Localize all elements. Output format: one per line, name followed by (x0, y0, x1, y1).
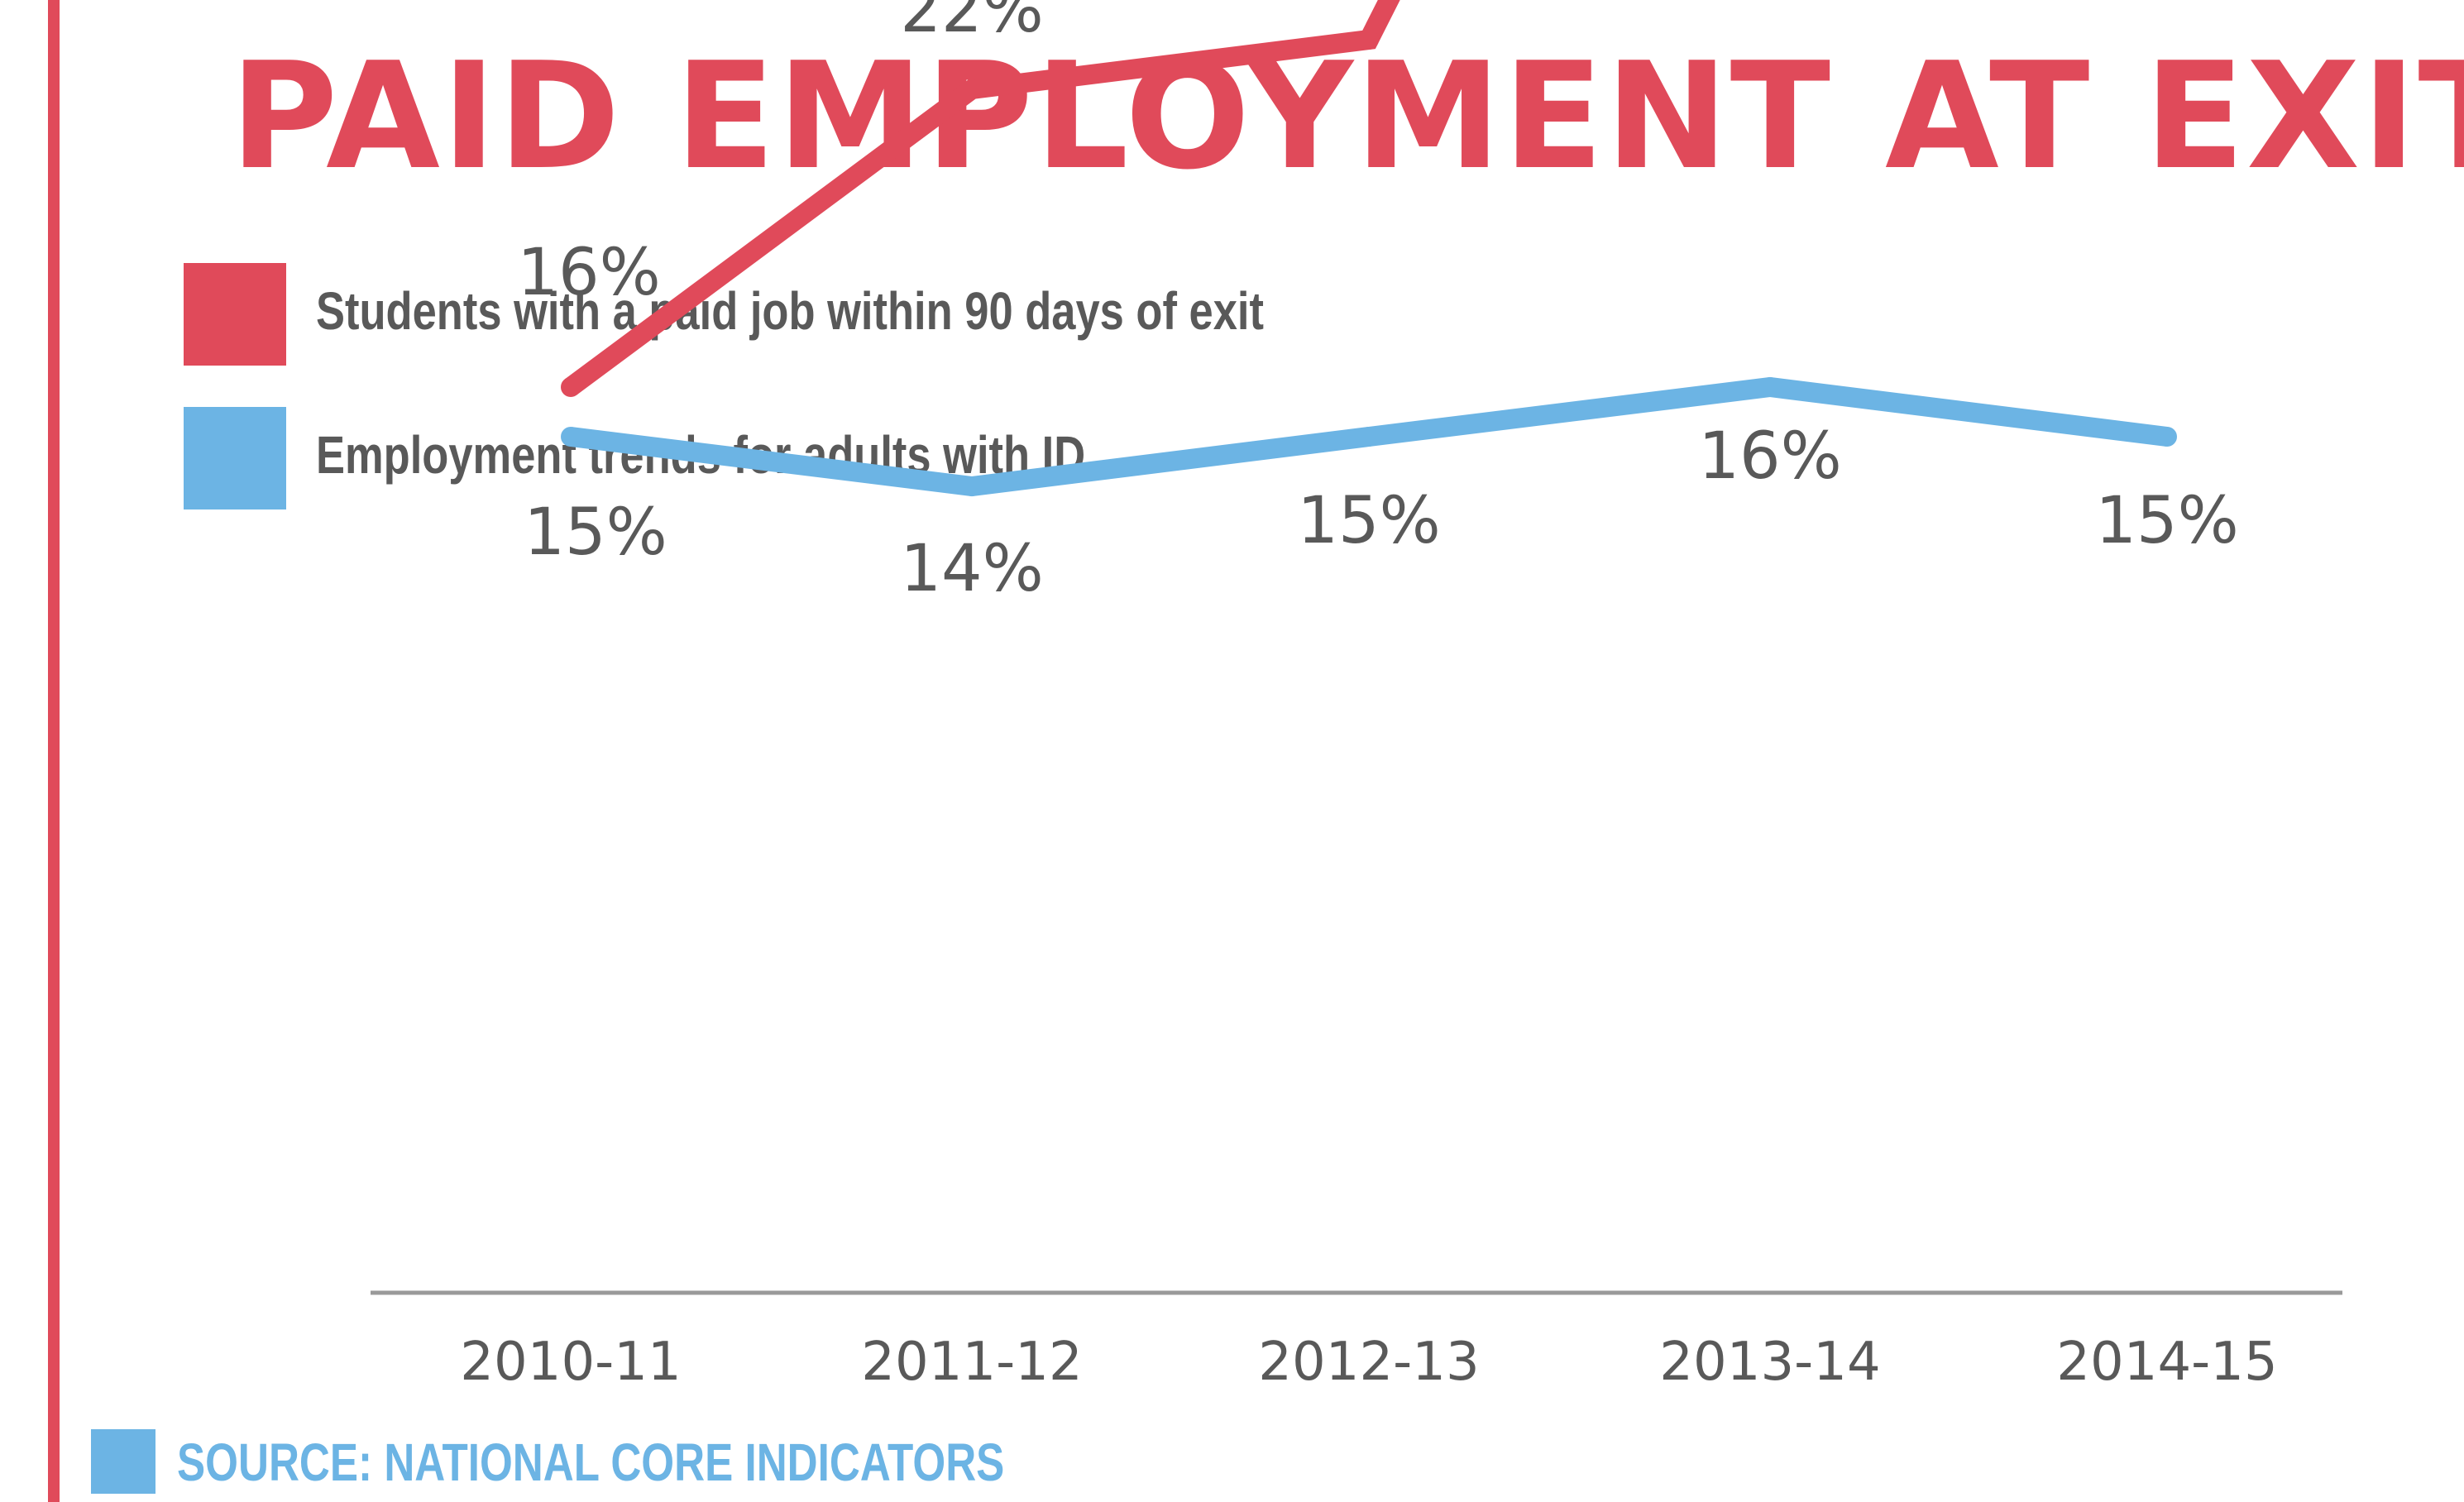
legend-swatch-red (184, 263, 286, 366)
x-tick-label: 2013-14 (1659, 1332, 1880, 1393)
series-line-paid-job (564, 0, 1400, 395)
data-label-paid-job: 16% (517, 236, 660, 310)
source-label: SOURCE: NATIONAL CORE INDICATORS (177, 1433, 1005, 1492)
data-point-paid-job (962, 79, 982, 99)
data-label-adults-id: 16% (1698, 419, 1841, 494)
data-point-adults-id (962, 476, 982, 496)
data-point-adults-id (1760, 377, 1780, 397)
data-label-adults-id: 14% (900, 532, 1043, 606)
data-label-adults-id: 15% (2095, 484, 2238, 558)
data-point-adults-id (561, 427, 581, 447)
data-label-paid-job: 22% (900, 0, 1043, 47)
data-point-paid-job (1359, 30, 1379, 50)
x-tick-label: 2010-11 (460, 1332, 681, 1393)
left-accent-rule (48, 0, 60, 1502)
data-point-adults-id (2157, 427, 2177, 447)
data-point-adults-id (1359, 427, 1379, 447)
x-tick-label: 2012-13 (1258, 1332, 1479, 1393)
x-tick-label: 2011-12 (861, 1332, 1082, 1393)
source-swatch (91, 1429, 155, 1494)
data-label-adults-id: 15% (1297, 484, 1440, 558)
data-label-adults-id: 15% (524, 495, 667, 570)
legend-swatch-blue (184, 407, 286, 509)
legend-label-paid-job: Students with a paid job within 90 days … (316, 281, 1264, 341)
x-tick-label: 2014-15 (2056, 1332, 2277, 1393)
data-point-paid-job (561, 377, 581, 397)
chart-title: PAID EMPLOYMENT AT EXIT (230, 31, 2464, 202)
